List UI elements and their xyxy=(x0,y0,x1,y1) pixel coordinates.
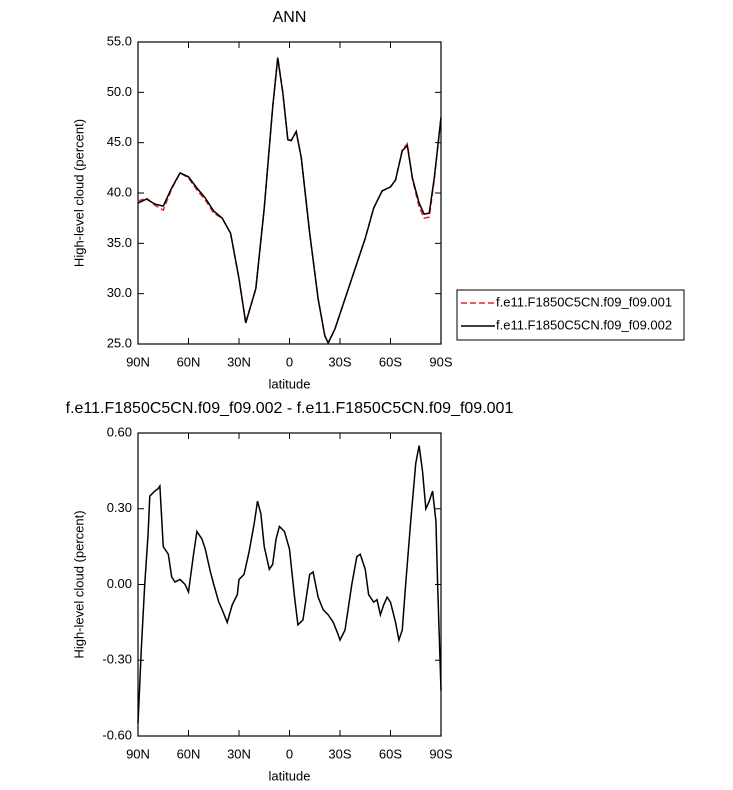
plot-frame xyxy=(137,41,442,345)
x-tick-label: 90N xyxy=(126,354,150,369)
x-tick-label: 0 xyxy=(286,746,293,761)
y-tick-label: 55.0 xyxy=(107,33,132,48)
chart-title: ANN xyxy=(273,9,307,26)
y-tick-label: 25.0 xyxy=(107,335,132,350)
plot-frame xyxy=(137,432,442,737)
x-axis-label: latitude xyxy=(269,376,311,391)
x-axis-label: latitude xyxy=(269,768,311,783)
x-tick-label: 60S xyxy=(379,746,402,761)
data-line xyxy=(137,58,442,345)
y-tick-label: 0.00 xyxy=(107,576,132,591)
legend-label: f.e11.F1850C5CN.f09_f09.001 xyxy=(496,294,672,309)
y-tick-label: 50.0 xyxy=(107,84,132,99)
data-line xyxy=(137,445,442,724)
data-line xyxy=(137,56,442,345)
x-tick-label: 30N xyxy=(227,354,251,369)
x-tick-label: 30N xyxy=(227,746,251,761)
y-axis-label: High-level cloud (percent) xyxy=(71,510,86,658)
x-tick-label: 60N xyxy=(177,354,201,369)
x-tick-label: 90N xyxy=(126,746,150,761)
y-axis-label: High-level cloud (percent) xyxy=(71,119,86,267)
y-tick-label: 35.0 xyxy=(107,235,132,250)
x-tick-label: 30S xyxy=(328,354,351,369)
x-tick-label: 0 xyxy=(286,354,293,369)
y-tick-label: -0.60 xyxy=(102,727,132,742)
legend-label: f.e11.F1850C5CN.f09_f09.002 xyxy=(496,317,672,332)
x-tick-label: 90S xyxy=(429,746,452,761)
y-tick-label: 40.0 xyxy=(107,184,132,199)
chart-title: f.e11.F1850C5CN.f09_f09.002 - f.e11.F185… xyxy=(66,400,514,417)
y-tick-label: 45.0 xyxy=(107,134,132,149)
x-tick-label: 90S xyxy=(429,354,452,369)
y-tick-label: -0.30 xyxy=(102,652,132,667)
y-tick-label: 0.30 xyxy=(107,500,132,515)
x-tick-label: 60S xyxy=(379,354,402,369)
x-tick-label: 60N xyxy=(177,746,201,761)
x-tick-label: 30S xyxy=(328,746,351,761)
legend-box xyxy=(456,289,685,341)
y-tick-label: 30.0 xyxy=(107,285,132,300)
y-tick-label: 0.60 xyxy=(107,424,132,439)
